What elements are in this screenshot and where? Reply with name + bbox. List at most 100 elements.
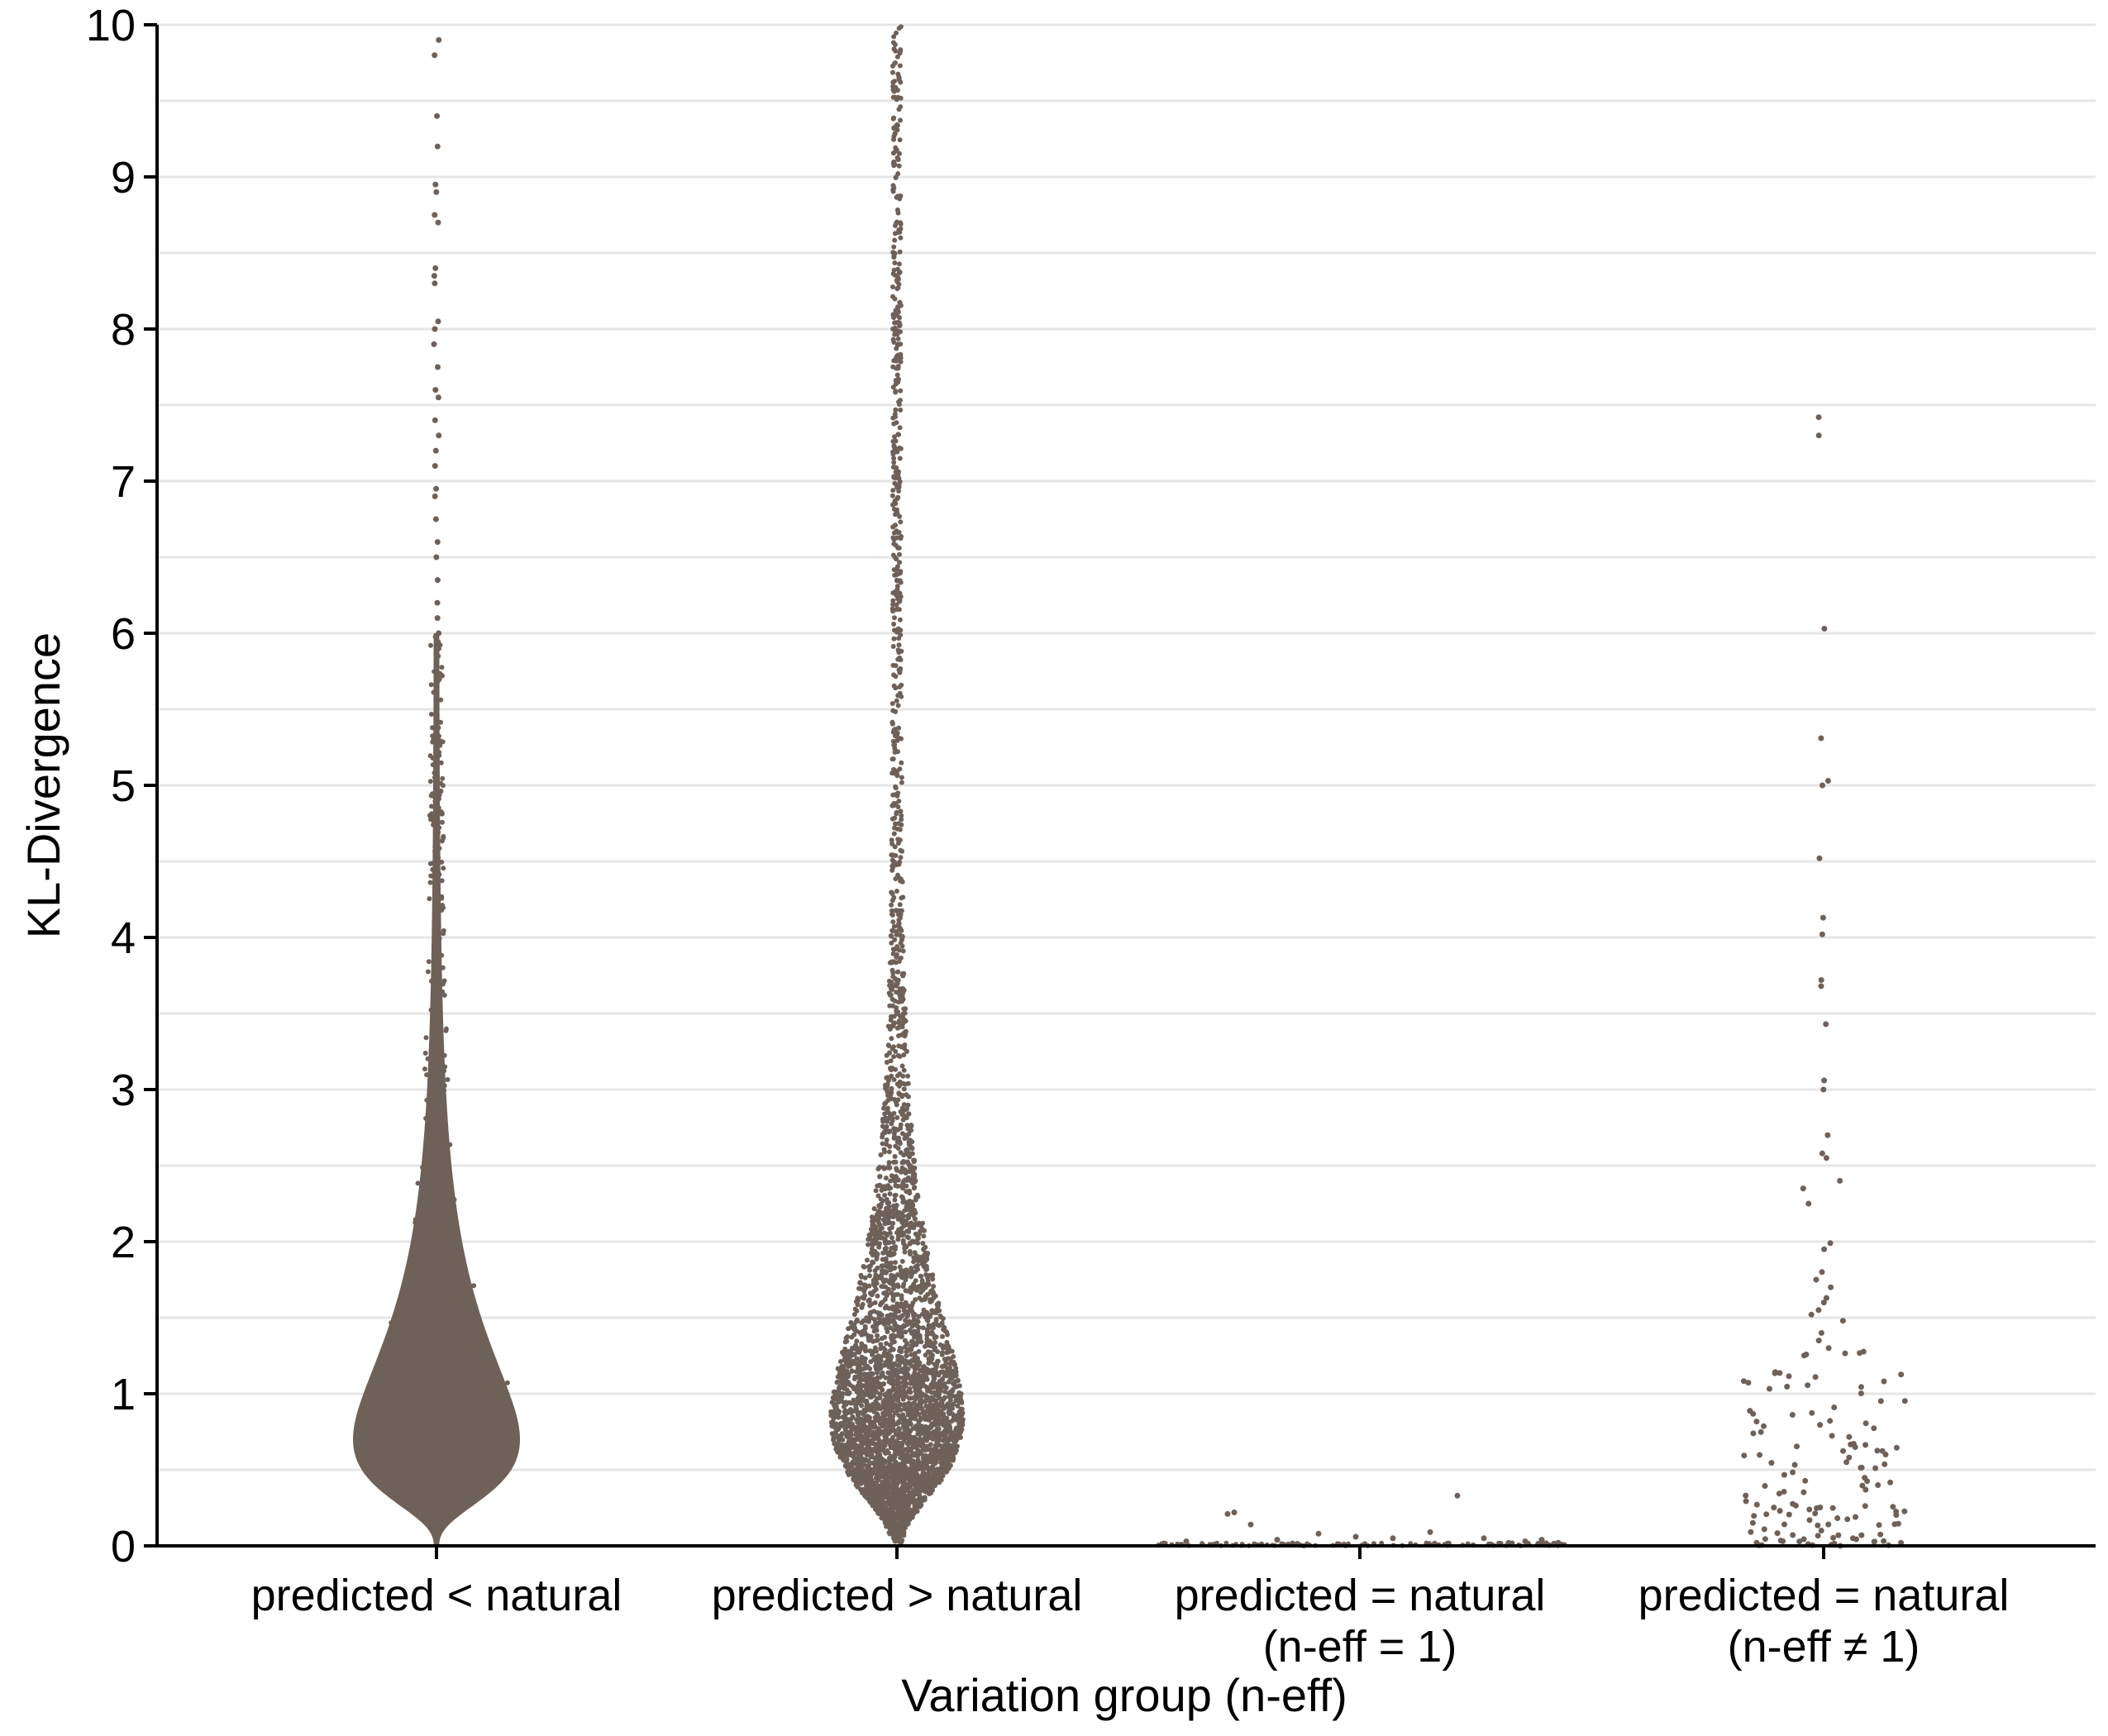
data-point — [886, 1204, 892, 1209]
data-point — [882, 1400, 888, 1406]
data-point — [897, 902, 903, 908]
data-point — [1819, 931, 1825, 937]
data-point — [1821, 1246, 1828, 1252]
data-point — [940, 1316, 946, 1321]
data-point — [891, 1515, 897, 1521]
data-point — [432, 739, 437, 745]
data-point — [1893, 1444, 1900, 1451]
data-point — [1819, 914, 1826, 921]
data-point — [440, 811, 445, 817]
data-point — [912, 1166, 918, 1171]
data-point — [867, 1303, 873, 1309]
data-point — [893, 1443, 898, 1448]
data-point — [1890, 1504, 1896, 1510]
data-point — [894, 30, 899, 36]
data-point — [890, 284, 895, 289]
data-point — [889, 1085, 894, 1091]
data-point — [891, 1054, 897, 1060]
data-point — [901, 1511, 907, 1517]
data-point — [880, 1486, 885, 1492]
data-point — [927, 1272, 932, 1278]
data-point — [842, 1380, 847, 1385]
data-point — [438, 719, 443, 725]
data-point — [890, 63, 895, 69]
data-point — [890, 465, 896, 470]
data-point — [899, 1293, 904, 1299]
data-point — [413, 1219, 418, 1225]
data-point — [894, 279, 900, 284]
data-point — [893, 389, 899, 395]
data-point — [920, 1378, 926, 1384]
data-point — [432, 770, 437, 775]
data-point — [1761, 1526, 1767, 1533]
data-point — [924, 1252, 930, 1258]
data-point — [855, 1482, 861, 1488]
data-point — [890, 1381, 896, 1386]
data-point — [844, 1464, 850, 1470]
data-point — [890, 1532, 896, 1538]
data-point — [929, 1288, 935, 1293]
data-point — [893, 84, 899, 90]
data-point — [869, 1230, 875, 1236]
data-point — [876, 1358, 882, 1364]
data-point — [878, 1354, 884, 1360]
x-tick-label: (n-eff ≠ 1) — [1728, 1622, 1920, 1672]
data-point — [1750, 1410, 1757, 1417]
data-point — [890, 1339, 896, 1345]
data-point — [875, 1368, 880, 1374]
data-point — [1815, 1522, 1821, 1529]
x-axis-title: Variation group (n-eff) — [901, 1669, 1347, 1721]
data-point — [893, 960, 899, 966]
data-point — [875, 1293, 880, 1299]
data-point — [880, 1438, 886, 1444]
data-point — [955, 1393, 961, 1399]
data-point — [874, 1454, 880, 1460]
data-point — [893, 174, 899, 180]
data-point — [940, 1333, 945, 1339]
data-point — [374, 1458, 379, 1464]
data-point — [891, 537, 897, 542]
data-point — [924, 1438, 930, 1443]
data-point — [433, 1021, 439, 1027]
data-point — [876, 1244, 882, 1250]
data-point — [832, 1441, 837, 1447]
data-point — [866, 1374, 872, 1380]
data-point — [908, 1128, 913, 1133]
data-point — [928, 1339, 933, 1345]
data-point — [434, 723, 440, 729]
data-point — [435, 364, 441, 370]
data-point — [1823, 1295, 1829, 1301]
data-point — [892, 79, 897, 84]
data-point — [1800, 1489, 1807, 1495]
data-point — [851, 1376, 857, 1381]
data-point — [909, 1322, 915, 1328]
data-point — [881, 1345, 887, 1351]
data-point — [896, 650, 902, 656]
data-point — [433, 669, 439, 675]
data-point — [849, 1421, 855, 1427]
data-point — [932, 1455, 937, 1461]
data-point — [897, 63, 903, 69]
data-point — [842, 1416, 848, 1422]
point-cloud — [353, 633, 520, 1546]
data-point — [424, 1072, 430, 1078]
data-point — [885, 1060, 889, 1065]
data-point — [885, 1093, 891, 1099]
data-point — [954, 1425, 959, 1431]
data-point — [427, 896, 432, 902]
data-point — [1481, 1535, 1487, 1542]
data-point — [836, 1394, 842, 1400]
data-point — [942, 1357, 947, 1362]
data-point — [937, 1308, 942, 1314]
data-point — [885, 1078, 891, 1084]
data-point — [908, 1225, 913, 1231]
data-point — [915, 1222, 921, 1228]
data-point — [897, 398, 903, 403]
data-point — [928, 1442, 933, 1447]
data-point — [898, 235, 904, 241]
data-point — [888, 1017, 894, 1023]
data-point — [887, 1143, 893, 1149]
data-point — [893, 378, 899, 384]
data-point — [895, 473, 900, 479]
data-point — [460, 1361, 465, 1366]
